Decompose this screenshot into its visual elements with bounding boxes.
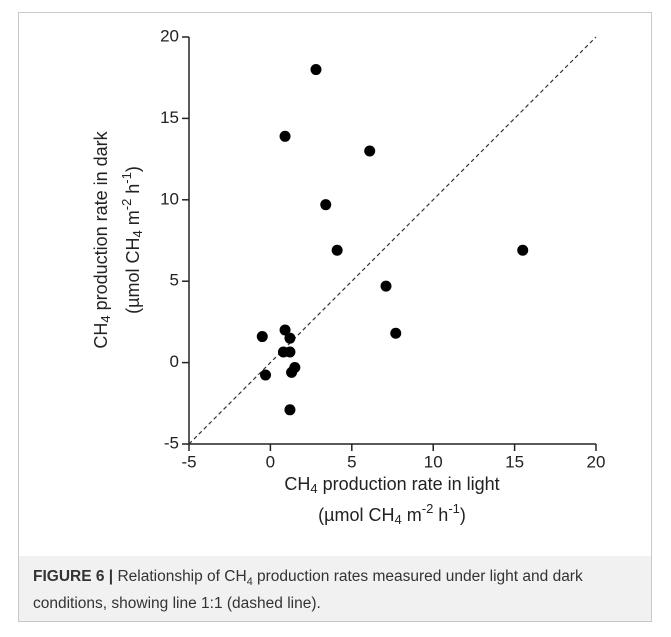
x-unit-part: -2 bbox=[422, 501, 434, 516]
y-unit-part: -2 bbox=[119, 199, 134, 211]
point bbox=[260, 369, 272, 381]
x-unit-part: -1 bbox=[448, 501, 460, 516]
y-tick-label: -5 bbox=[164, 433, 179, 452]
y-unit-part: h bbox=[123, 184, 143, 199]
y-label-part: CH bbox=[91, 323, 111, 349]
point bbox=[331, 244, 343, 256]
point bbox=[289, 361, 301, 373]
point bbox=[390, 327, 402, 339]
point bbox=[256, 331, 268, 343]
y-axis-label: CH4 production rate in dark bbox=[91, 130, 114, 348]
y-unit-part: m bbox=[123, 210, 143, 230]
y-tick-label: 0 bbox=[170, 352, 179, 371]
caption-label: FIGURE 6 | bbox=[33, 568, 114, 585]
y-label-part: 4 bbox=[98, 315, 113, 322]
x-unit-part: ) bbox=[460, 505, 466, 525]
x-unit-part: 4 bbox=[395, 512, 402, 527]
y-unit-part: -1 bbox=[119, 172, 134, 184]
x-tick-label: 0 bbox=[266, 452, 275, 471]
x-tick-label: 5 bbox=[347, 452, 356, 471]
y-tick-label: 15 bbox=[160, 108, 179, 127]
x-axis-label: CH4 production rate in light bbox=[284, 474, 499, 497]
x-tick-label: 20 bbox=[587, 452, 606, 471]
point bbox=[279, 324, 291, 336]
one-to-one-line bbox=[188, 36, 597, 445]
chart: CH4 production rate in light (µmol CH4 m… bbox=[91, 26, 606, 527]
caption-text: Relationship of CH bbox=[113, 568, 247, 585]
y-axis-unit: (µmol CH4 m-2 h-1) bbox=[119, 166, 145, 314]
point bbox=[320, 199, 332, 211]
x-tick-label: 10 bbox=[424, 452, 443, 471]
y-unit-part: (µmol CH bbox=[123, 238, 143, 314]
point bbox=[517, 244, 529, 256]
x-tick-label: -5 bbox=[181, 452, 196, 471]
point bbox=[364, 145, 376, 157]
y-unit-part: 4 bbox=[130, 230, 145, 237]
point bbox=[284, 404, 296, 416]
y-unit-part: ) bbox=[123, 166, 143, 172]
x-label-part: 4 bbox=[310, 481, 317, 496]
point bbox=[380, 280, 392, 292]
point bbox=[310, 64, 322, 76]
x-unit-part: h bbox=[433, 505, 448, 525]
x-label-part: production rate in light bbox=[318, 474, 500, 494]
point bbox=[284, 346, 296, 358]
caption: FIGURE 6 | Relationship of CH4 productio… bbox=[19, 556, 651, 621]
point bbox=[284, 332, 296, 344]
x-label-part: CH bbox=[284, 474, 310, 494]
y-tick-label: 20 bbox=[160, 26, 179, 45]
caption-sub: 4 bbox=[246, 576, 253, 589]
y-label-part: production rate in dark bbox=[91, 130, 111, 315]
x-unit-part: (µmol CH bbox=[318, 505, 394, 525]
y-tick-label: 10 bbox=[160, 189, 179, 208]
point bbox=[279, 130, 291, 142]
y-tick-label: 5 bbox=[170, 271, 179, 290]
caption-text: production rates measured under light an… bbox=[33, 568, 583, 613]
x-unit-part: m bbox=[402, 505, 422, 525]
x-tick-label: 15 bbox=[505, 452, 524, 471]
figure-frame bbox=[18, 12, 652, 622]
x-axis-unit: (µmol CH4 m-2 h-1) bbox=[318, 501, 466, 527]
